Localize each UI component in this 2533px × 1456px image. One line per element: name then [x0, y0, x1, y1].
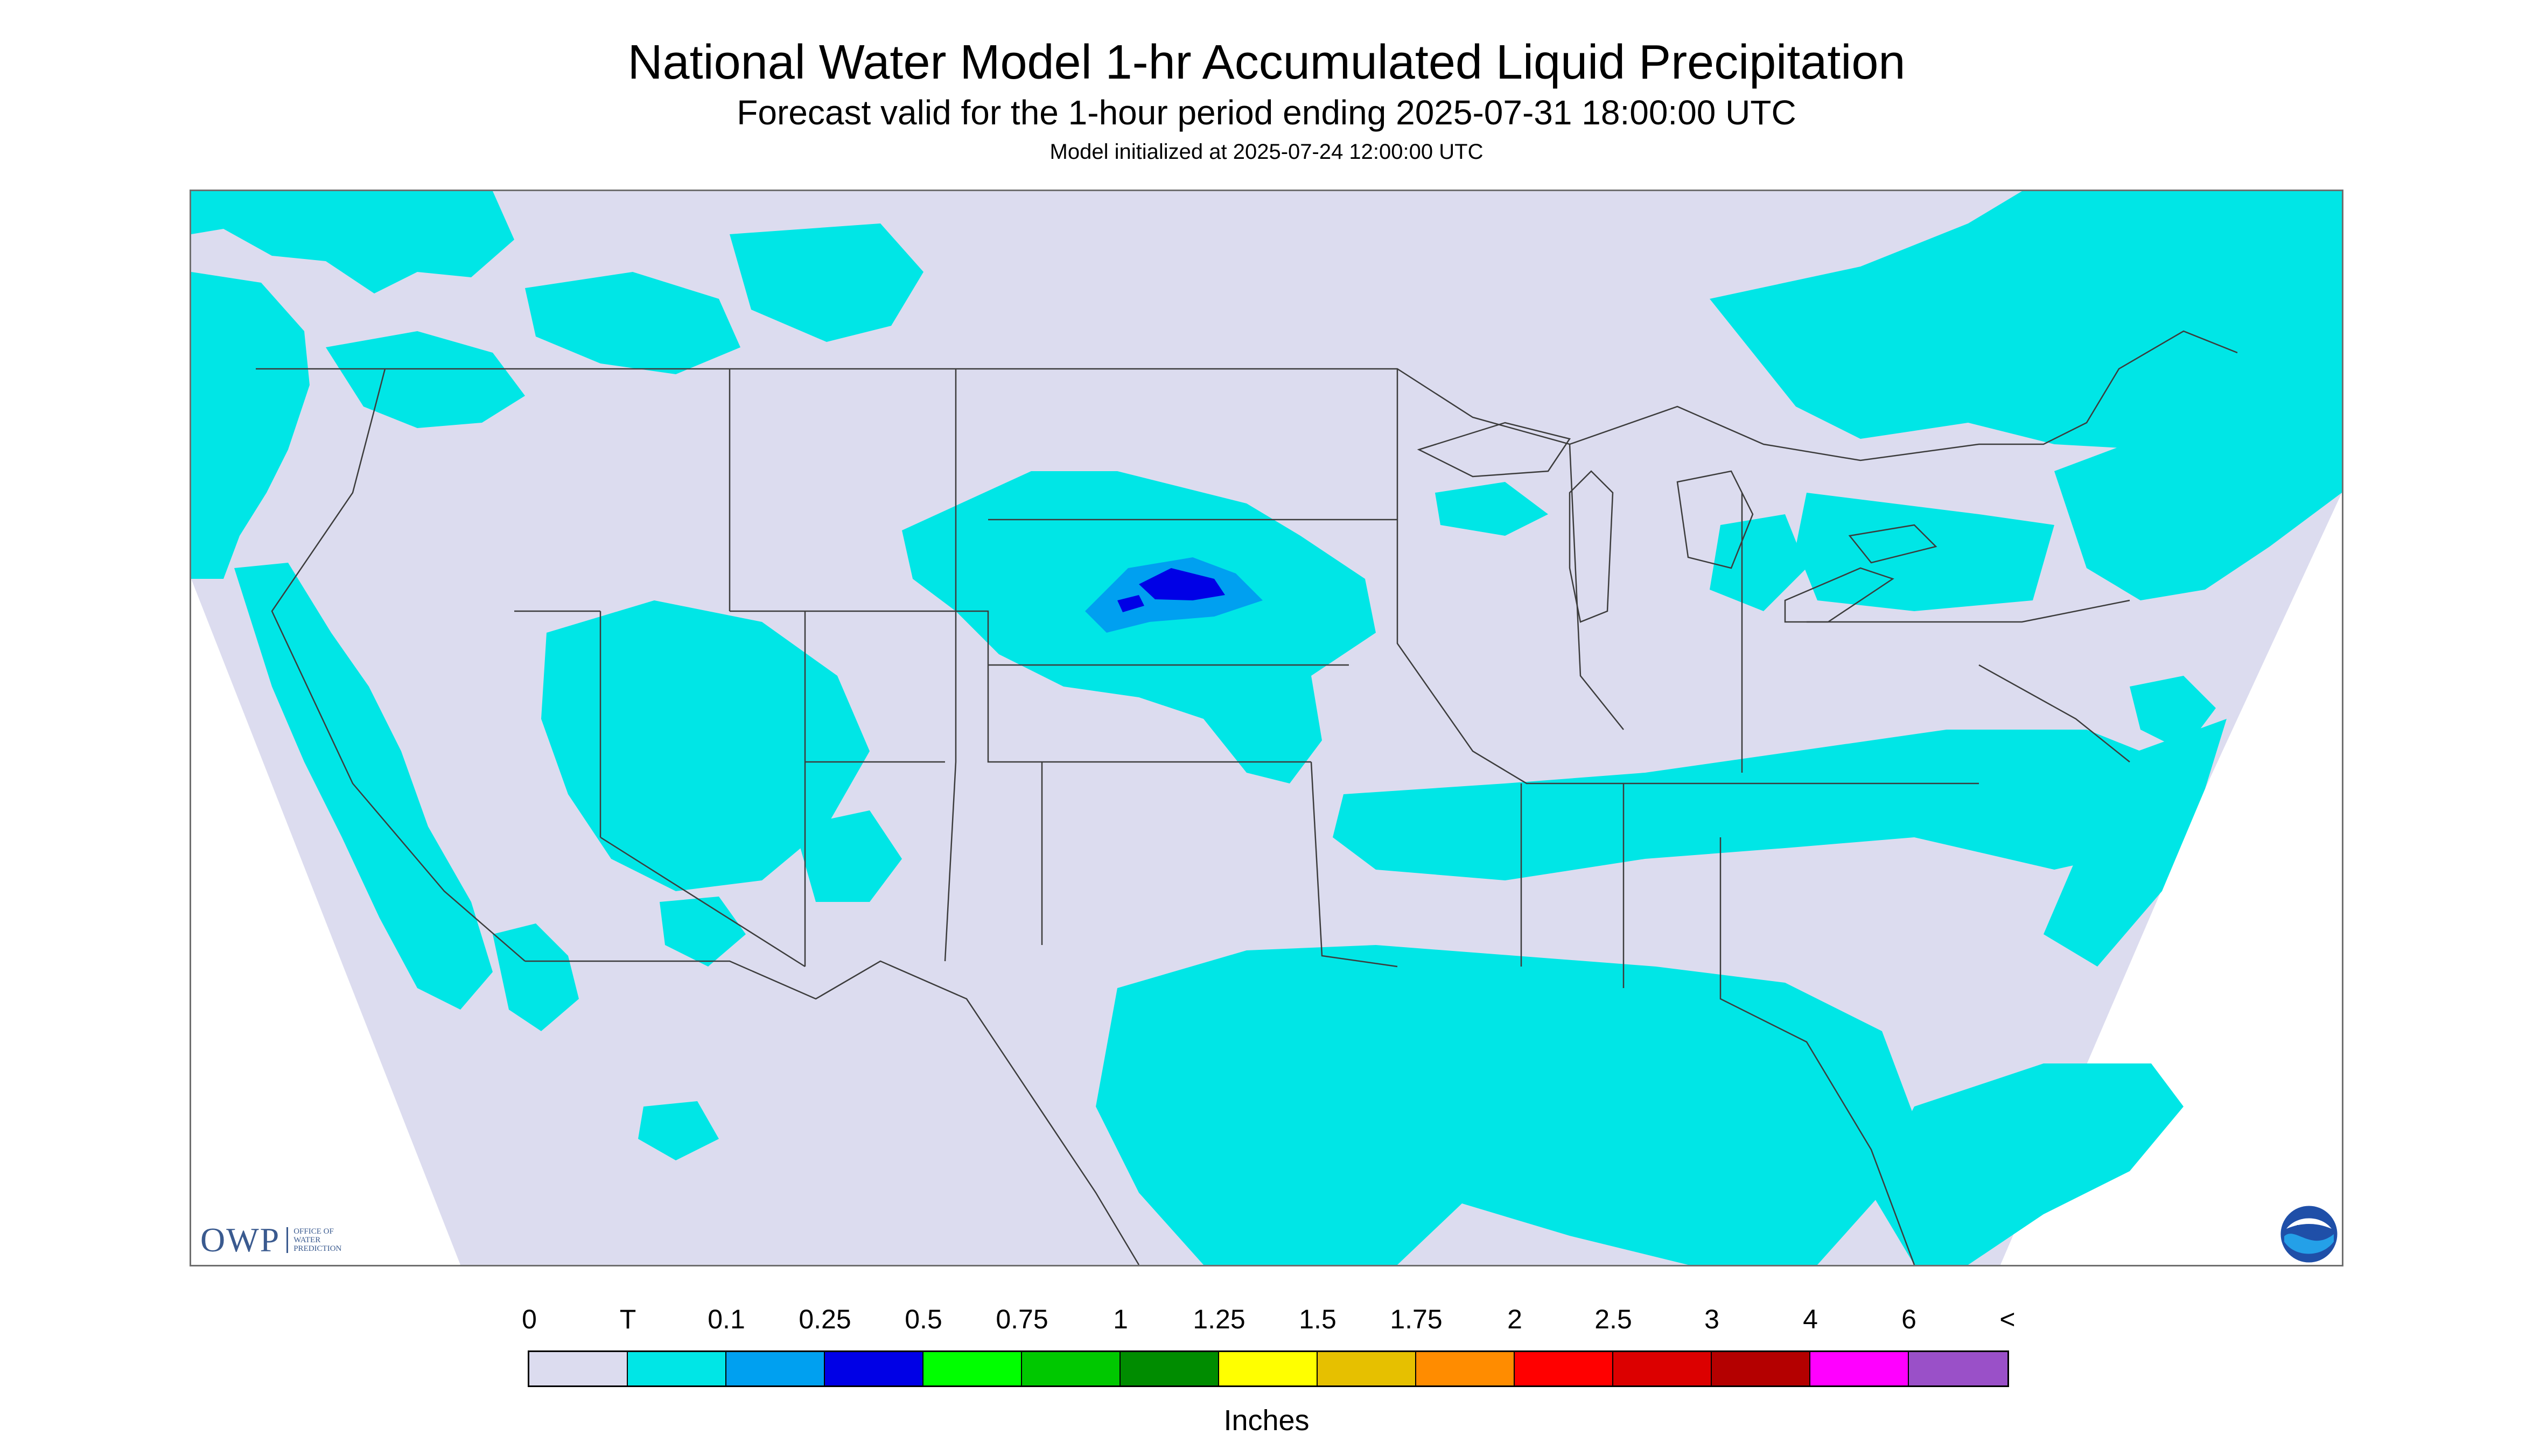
map-canvas [191, 191, 2342, 1265]
trace-precip-southeast [1333, 482, 2227, 967]
legend-swatch-6 [1121, 1352, 1219, 1385]
owp-logo-subtext: OFFICE OF WATER PREDICTION [286, 1227, 353, 1253]
legend-swatch-14 [1909, 1352, 2007, 1385]
legend-label-9: 1.75 [1390, 1304, 1443, 1334]
noaa-logo-icon: NOAA [2279, 1204, 2339, 1264]
legend-label-11: 2.5 [1594, 1304, 1632, 1334]
legend-label-1: T [619, 1304, 636, 1334]
legend-swatch-4 [923, 1352, 1022, 1385]
trace-precip-gulf [1096, 945, 2184, 1265]
map-title: National Water Model 1-hr Accumulated Li… [627, 36, 1906, 89]
legend-swatch-1 [628, 1352, 726, 1385]
trace-precip-plains [902, 471, 1376, 783]
legend-label-2: 0.1 [708, 1304, 745, 1334]
legend-label-0: 0 [522, 1304, 537, 1334]
legend-label-4: 0.5 [905, 1304, 942, 1334]
trace-precip-southwest [541, 600, 902, 1160]
legend-label-14: 6 [1901, 1304, 1916, 1334]
moderate-precip-core [1139, 568, 1225, 600]
legend-swatch-3 [825, 1352, 923, 1385]
great-lakes [1417, 422, 1937, 623]
political-boundaries [256, 330, 2238, 1265]
owp-logo-text: OWP [200, 1221, 281, 1259]
legend-swatch-13 [1810, 1352, 1909, 1385]
legend-label-10: 2 [1507, 1304, 1522, 1334]
legend-label-13: 4 [1803, 1304, 1818, 1334]
noaa-logo-text: NOAA [2296, 1224, 2322, 1233]
legend-swatch-8 [1318, 1352, 1416, 1385]
legend-label-15: < [1999, 1304, 2016, 1334]
legend-swatch-0 [529, 1352, 628, 1385]
trace-precip-northeast [1710, 191, 2342, 751]
legend-swatch-11 [1613, 1352, 1712, 1385]
legend-swatch-7 [1219, 1352, 1318, 1385]
moderate-precip-cell [1117, 595, 1144, 612]
legend-swatch-2 [726, 1352, 825, 1385]
trace-precip-west [191, 191, 923, 1031]
legend-label-12: 3 [1704, 1304, 1719, 1334]
legend-label-5: 0.75 [996, 1304, 1048, 1334]
legend-swatch-5 [1022, 1352, 1121, 1385]
legend-label-8: 1.5 [1299, 1304, 1337, 1334]
legend-color-bar [528, 1350, 2009, 1387]
legend-label-7: 1.25 [1193, 1304, 1245, 1334]
legend-swatch-9 [1416, 1352, 1515, 1385]
legend-swatch-12 [1712, 1352, 1810, 1385]
legend-swatch-10 [1515, 1352, 1613, 1385]
legend-labels: 0 T 0.1 0.25 0.5 0.75 1 1.25 1.5 1.75 2 2.5 3 4 6 < [0, 1303, 2533, 1335]
forecast-valid-subtitle: Forecast valid for the 1-hour period end… [737, 93, 1796, 132]
owp-logo: OWP OFFICE OF WATER PREDICTION [200, 1220, 353, 1260]
model-init-text: Model initialized at 2025-07-24 12:00:00… [1049, 140, 1484, 164]
legend-label-6: 1 [1113, 1304, 1128, 1334]
precipitation-map [190, 190, 2343, 1266]
legend-label-3: 0.25 [799, 1304, 851, 1334]
legend-units: Inches [1223, 1404, 1310, 1437]
